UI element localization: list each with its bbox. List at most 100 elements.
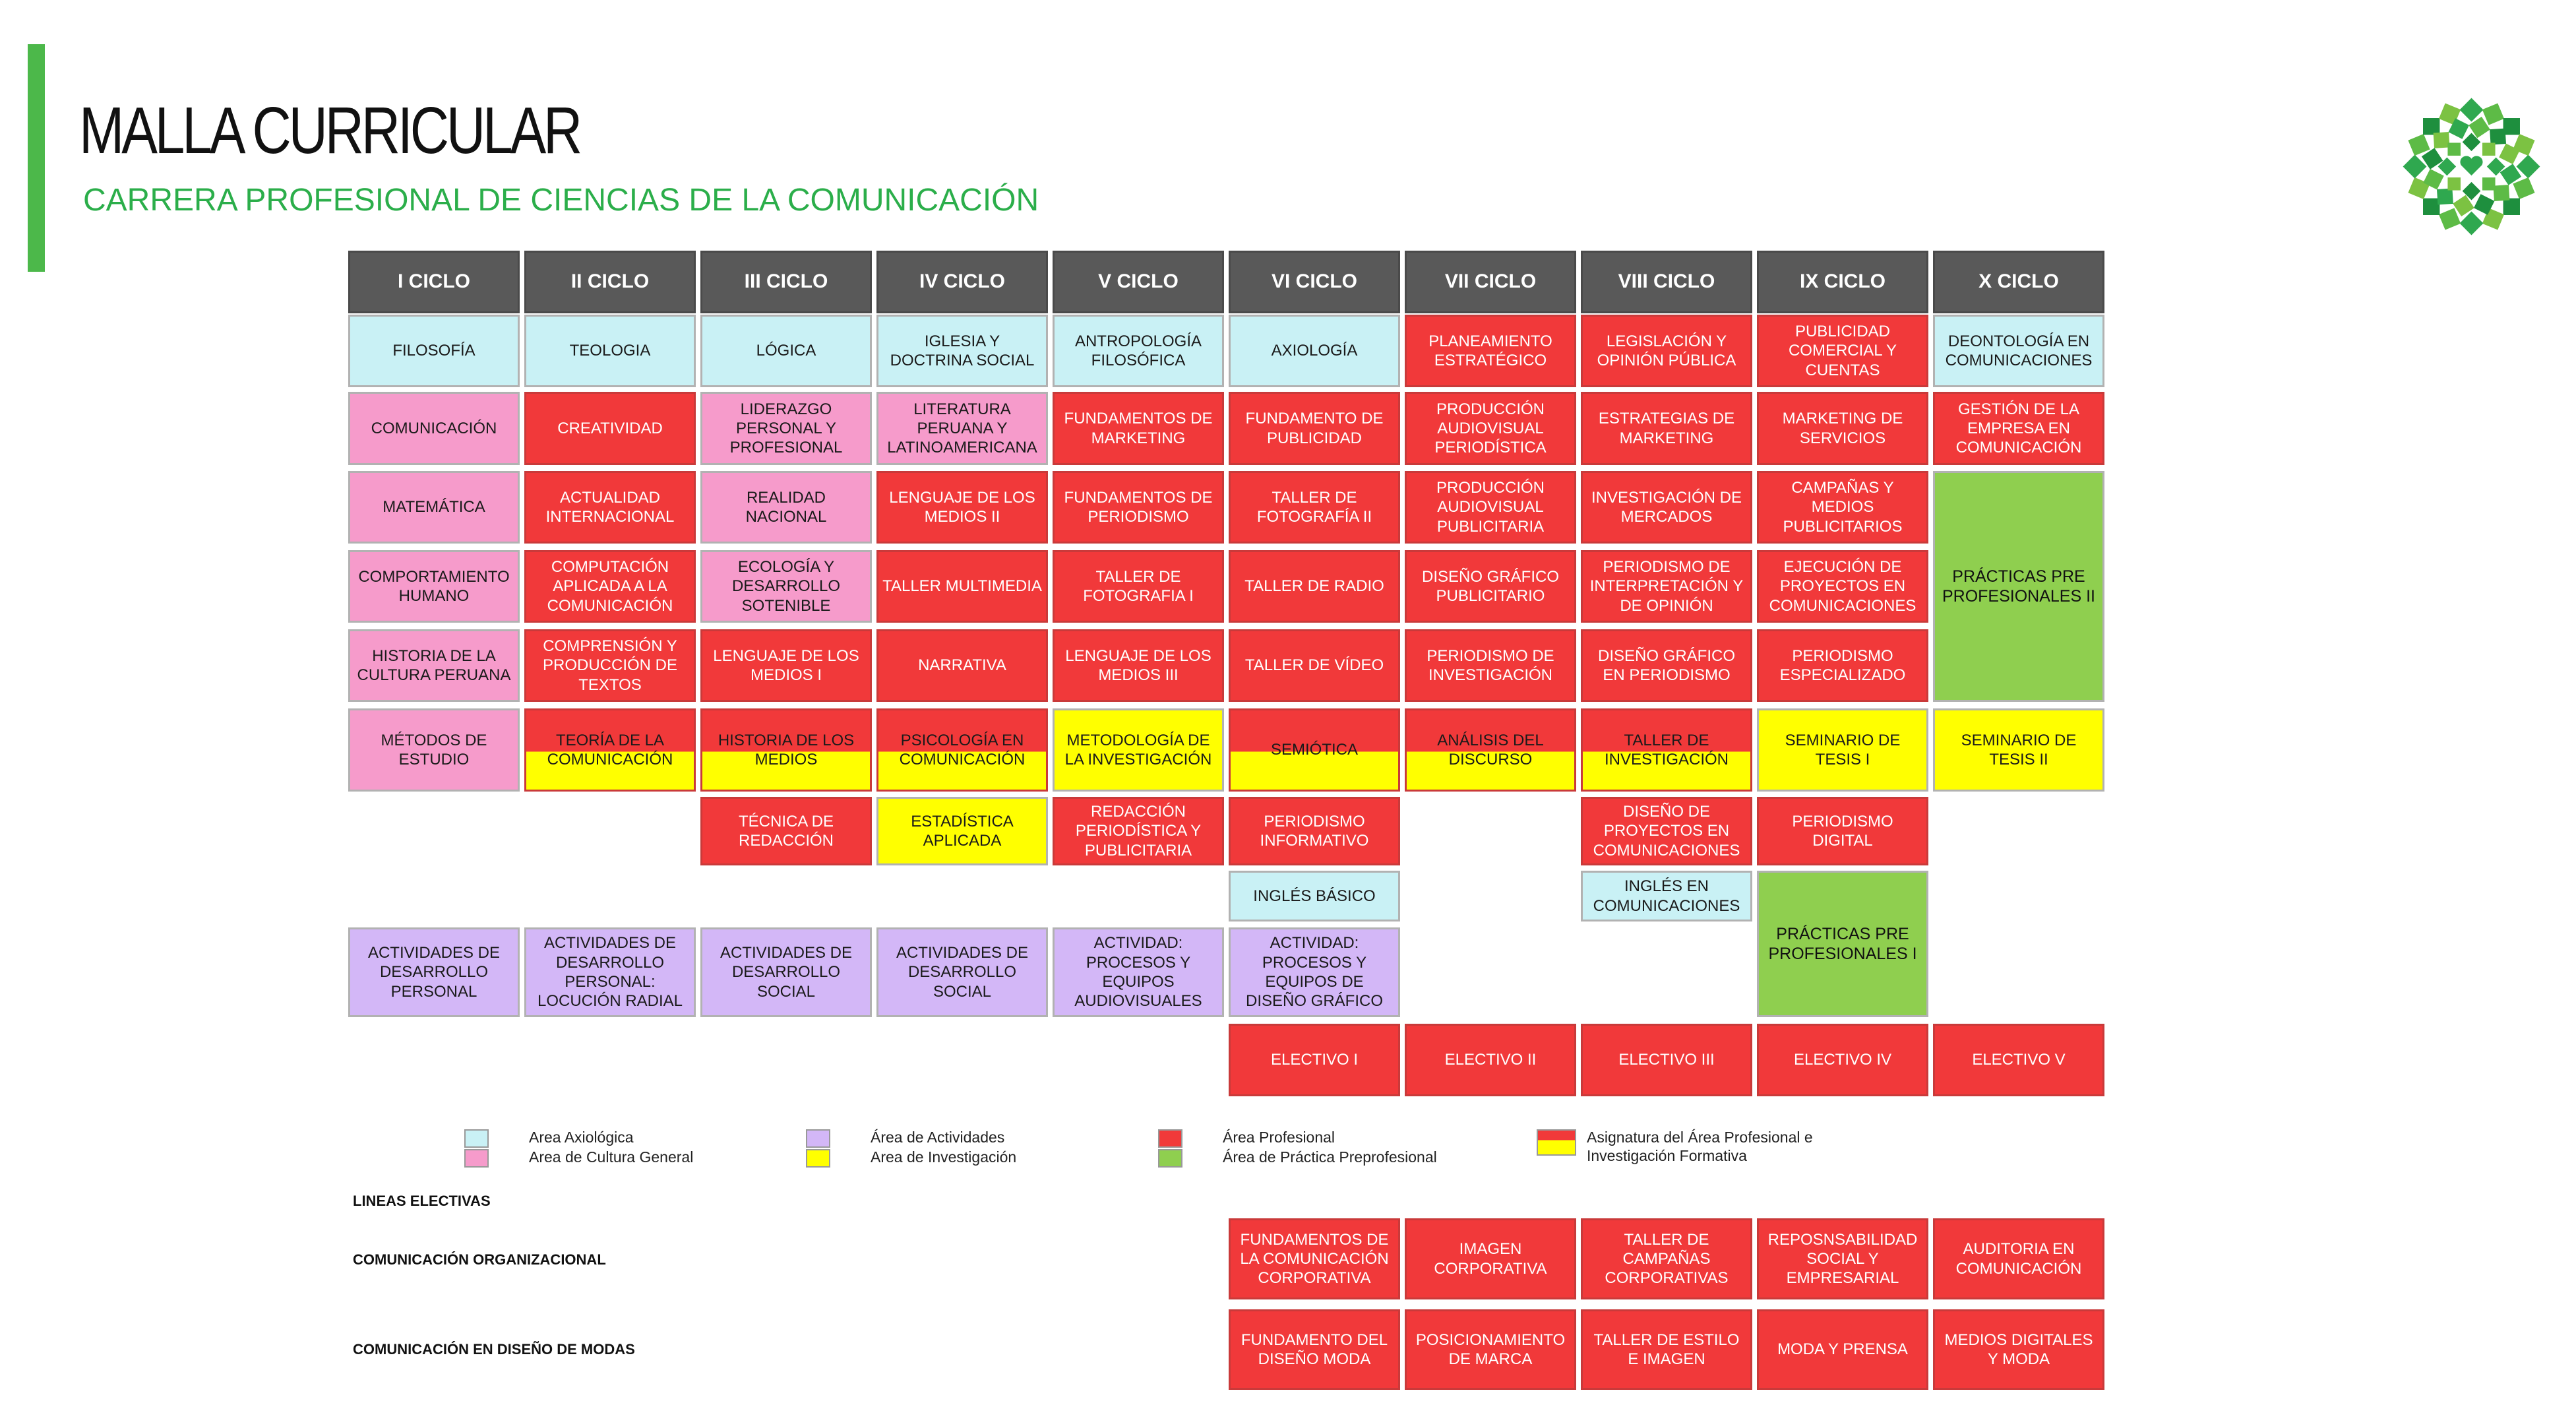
course-diseno-grafico-publicitario: DISEÑO GRÁFICO PUBLICITARIO — [1405, 550, 1576, 623]
course-seminario-de-tesis-i: SEMINARIO DE TESIS I — [1757, 708, 1928, 792]
course-electivo-ii: ELECTIVO II — [1405, 1024, 1576, 1096]
course-fundamentos-de-periodismo: FUNDAMENTOS DE PERIODISMO — [1053, 471, 1224, 544]
elective-course-taller-de-estilo-e-imagen: TALLER DE ESTILO E IMAGEN — [1581, 1309, 1752, 1390]
green-squares-flower-logo-icon — [2403, 98, 2540, 235]
course-teoria-de-la-comunicacion: TEORÍA DE LA COMUNICACIÓN — [524, 708, 696, 792]
course-actividades-de-desarrollo-personal: ACTIVIDADES DE DESARROLLO PERSONAL — [348, 927, 520, 1017]
elective-course-medios-digitales-y-moda: MEDIOS DIGITALES Y MODA — [1933, 1309, 2104, 1390]
course-taller-de-investigacion: TALLER DE INVESTIGACIÓN — [1581, 708, 1752, 792]
course-teologia: TEOLOGIA — [524, 315, 696, 387]
elective-line-label-comunicacion-organizacional: COMUNICACIÓN ORGANIZACIONAL — [353, 1251, 606, 1268]
course-actividad-procesos-y-equipos-audiovisuales: ACTIVIDAD: PROCESOS Y EQUIPOS AUDIOVISUA… — [1053, 927, 1224, 1017]
cycle-header-4: IV CICLO — [876, 251, 1048, 313]
course-electivo-v: ELECTIVO V — [1933, 1024, 2104, 1096]
course-gestion-de-la-empresa-en-comunicacion: GESTIÓN DE LA EMPRESA EN COMUNICACIÓN — [1933, 392, 2104, 465]
course-analisis-del-discurso: ANÁLISIS DEL DISCURSO — [1405, 708, 1576, 792]
course-fundamentos-de-marketing: FUNDAMENTOS DE MARKETING — [1053, 392, 1224, 465]
course-taller-de-fotografia-ii: TALLER DE FOTOGRAFÍA II — [1229, 471, 1400, 544]
course-comunicacion: COMUNICACIÓN — [348, 392, 520, 465]
course-creatividad: CREATIVIDAD — [524, 392, 696, 465]
course-periodismo-de-investigacion: PERIODISMO DE INVESTIGACIÓN — [1405, 629, 1576, 702]
course-ingles-en-comunicaciones: INGLÉS EN COMUNICACIONES — [1581, 871, 1752, 921]
elective-course-auditoria-en-comunicacion: AUDITORIA EN COMUNICACIÓN — [1933, 1218, 2104, 1299]
course-comportamiento-humano: COMPORTAMIENTO HUMANO — [348, 550, 520, 623]
course-electivo-i: ELECTIVO I — [1229, 1024, 1400, 1096]
course-periodismo-informativo: PERIODISMO INFORMATIVO — [1229, 797, 1400, 865]
course-periodismo-especializado: PERIODISMO ESPECIALIZADO — [1757, 629, 1928, 702]
course-narrativa: NARRATIVA — [876, 629, 1048, 702]
legend-label-area-de-actividades: Área de Actividades — [871, 1129, 1005, 1146]
course-actividades-de-desarrollo-social: ACTIVIDADES DE DESARROLLO SOCIAL — [876, 927, 1048, 1017]
course-actividad-procesos-y-equipos-de-diseno-grafico: ACTIVIDAD: PROCESOS Y EQUIPOS DE DISEÑO … — [1229, 927, 1400, 1017]
course-practicas-pre-profesionales-ii: PRÁCTICAS PRE PROFESIONALES II — [1933, 471, 2104, 702]
elective-line-label-comunicacion-en-diseno-de-modas: COMUNICACIÓN EN DISEÑO DE MODAS — [353, 1341, 635, 1358]
elective-course-taller-de-campanas-corporativas: TALLER DE CAMPAÑAS CORPORATIVAS — [1581, 1218, 1752, 1299]
legend-swatch-area-de-actividades — [806, 1129, 830, 1148]
course-tecnica-de-redaccion: TÉCNICA DE REDACCIÓN — [700, 797, 872, 865]
course-investigacion-de-mercados: INVESTIGACIÓN DE MERCADOS — [1581, 471, 1752, 544]
course-periodismo-digital: PERIODISMO DIGITAL — [1757, 797, 1928, 865]
elective-course-fundamentos-de-la-comunicacion-corporativa: FUNDAMENTOS DE LA COMUNICACIÓN CORPORATI… — [1229, 1218, 1400, 1299]
cycle-header-2: II CICLO — [524, 251, 696, 313]
course-taller-de-fotografia-i: TALLER DE FOTOGRAFIA I — [1053, 550, 1224, 623]
page-subtitle: CARRERA PROFESIONAL DE CIENCIAS DE LA CO… — [83, 183, 1039, 218]
course-literatura-peruana-y-latinoamericana: LITERATURA PERUANA Y LATINOAMERICANA — [876, 392, 1048, 465]
legend-label-area-de-cultura-general: Area de Cultura General — [529, 1148, 694, 1166]
course-lenguaje-de-los-medios-ii: LENGUAJE DE LOS MEDIOS II — [876, 471, 1048, 544]
elective-course-moda-y-prensa: MODA Y PRENSA — [1757, 1309, 1928, 1390]
legend-swatch-asignatura-del-area-profesional-e-investigacion-formativa — [1537, 1129, 1576, 1156]
course-estrategias-de-marketing: ESTRATEGIAS DE MARKETING — [1581, 392, 1752, 465]
course-filosofia: FILOSOFÍA — [348, 315, 520, 387]
course-diseno-grafico-en-periodismo: DISEÑO GRÁFICO EN PERIODISMO — [1581, 629, 1752, 702]
course-diseno-de-proyectos-en-comunicaciones: DISEÑO DE PROYECTOS EN COMUNICACIONES — [1581, 797, 1752, 865]
course-publicidad-comercial-y-cuentas: PUBLICIDAD COMERCIAL Y CUENTAS — [1757, 315, 1928, 387]
course-taller-de-video: TALLER DE VÍDEO — [1229, 629, 1400, 702]
cycle-header-6: VI CICLO — [1229, 251, 1400, 313]
course-lenguaje-de-los-medios-iii: LENGUAJE DE LOS MEDIOS III — [1053, 629, 1224, 702]
elective-course-reposnsabilidad-social-y-empresarial: REPOSNSABILIDAD SOCIAL Y EMPRESARIAL — [1757, 1218, 1928, 1299]
course-seminario-de-tesis-ii: SEMINARIO DE TESIS II — [1933, 708, 2104, 792]
course-marketing-de-servicios: MARKETING DE SERVICIOS — [1757, 392, 1928, 465]
legend-label-area-de-practica-preprofesional: Área de Práctica Preprofesional — [1223, 1148, 1437, 1166]
cycle-header-8: VIII CICLO — [1581, 251, 1752, 313]
page-title: MALLA CURRICULAR — [79, 94, 582, 168]
cycle-header-9: IX CICLO — [1757, 251, 1928, 313]
course-planeamiento-estrategico: PLANEAMIENTO ESTRATÉGICO — [1405, 315, 1576, 387]
elective-course-fundamento-del-diseno-moda: FUNDAMENTO DEL DISEÑO MODA — [1229, 1309, 1400, 1390]
course-comprension-y-produccion-de-textos: COMPRENSIÓN Y PRODUCCIÓN DE TEXTOS — [524, 629, 696, 702]
course-actualidad-internacional: ACTUALIDAD INTERNACIONAL — [524, 471, 696, 544]
course-antropologia-filosofica: ANTROPOLOGÍA FILOSÓFICA — [1053, 315, 1224, 387]
legend-swatch-area-de-cultura-general — [464, 1149, 489, 1168]
legend-label-area-profesional: Área Profesional — [1223, 1129, 1335, 1146]
course-historia-de-los-medios: HISTORIA DE LOS MEDIOS — [700, 708, 872, 792]
course-semiotica: SEMIÓTICA — [1229, 708, 1400, 792]
course-historia-de-la-cultura-peruana: HISTORIA DE LA CULTURA PERUANA — [348, 629, 520, 702]
course-matematica: MATEMÁTICA — [348, 471, 520, 544]
course-ejecucion-de-proyectos-en-comunicaciones: EJECUCIÓN DE PROYECTOS EN COMUNICACIONES — [1757, 550, 1928, 623]
cycle-header-5: V CICLO — [1053, 251, 1224, 313]
legend-swatch-area-axiologica — [464, 1129, 489, 1148]
course-campanas-y-medios-publicitarios: CAMPAÑAS Y MEDIOS PUBLICITARIOS — [1757, 471, 1928, 544]
course-electivo-iii: ELECTIVO III — [1581, 1024, 1752, 1096]
legend-swatch-area-de-practica-preprofesional — [1158, 1149, 1182, 1168]
course-legislacion-y-opinion-publica: LEGISLACIÓN Y OPINIÓN PÚBLICA — [1581, 315, 1752, 387]
course-liderazgo-personal-y-profesional: LIDERAZGO PERSONAL Y PROFESIONAL — [700, 392, 872, 465]
course-redaccion-periodistica-y-publicitaria: REDACCIÓN PERIODÍSTICA Y PUBLICITARIA — [1053, 797, 1224, 865]
course-computacion-aplicada-a-la-comunicacion: COMPUTACIÓN APLICADA A LA COMUNICACIÓN — [524, 550, 696, 623]
course-axiologia: AXIOLOGÍA — [1229, 315, 1400, 387]
course-deontologia-en-comunicaciones: DEONTOLOGÍA EN COMUNICACIONES — [1933, 315, 2104, 387]
course-produccion-audiovisual-periodistica: PRODUCCIÓN AUDIOVISUAL PERIODÍSTICA — [1405, 392, 1576, 465]
cycle-header-1: I CICLO — [348, 251, 520, 313]
course-produccion-audiovisual-publicitaria: PRODUCCIÓN AUDIOVISUAL PUBLICITARIA — [1405, 471, 1576, 544]
elective-course-imagen-corporativa: IMAGEN CORPORATIVA — [1405, 1218, 1576, 1299]
legend-label-area-axiologica: Area Axiológica — [529, 1129, 634, 1146]
course-taller-de-radio: TALLER DE RADIO — [1229, 550, 1400, 623]
course-periodismo-de-interpretacion-y-de-opinion: PERIODISMO DE INTERPRETACIÓN Y DE OPINIÓ… — [1581, 550, 1752, 623]
course-actividades-de-desarrollo-social: ACTIVIDADES DE DESARROLLO SOCIAL — [700, 927, 872, 1017]
course-ecologia-y-desarrollo-sotenible: ECOLOGÍA Y DESARROLLO SOTENIBLE — [700, 550, 872, 623]
accent-bar — [28, 44, 45, 272]
course-fundamento-de-publicidad: FUNDAMENTO DE PUBLICIDAD — [1229, 392, 1400, 465]
legend-swatch-area-de-investigacion — [806, 1149, 830, 1168]
course-actividades-de-desarrollo-personal-locucion-radial: ACTIVIDADES DE DESARROLLO PERSONAL: LOCU… — [524, 927, 696, 1017]
legend-label-asignatura-del-area-profesional-e-investigacion-formativa: Asignatura del Área Profesional e Invest… — [1587, 1129, 1813, 1164]
